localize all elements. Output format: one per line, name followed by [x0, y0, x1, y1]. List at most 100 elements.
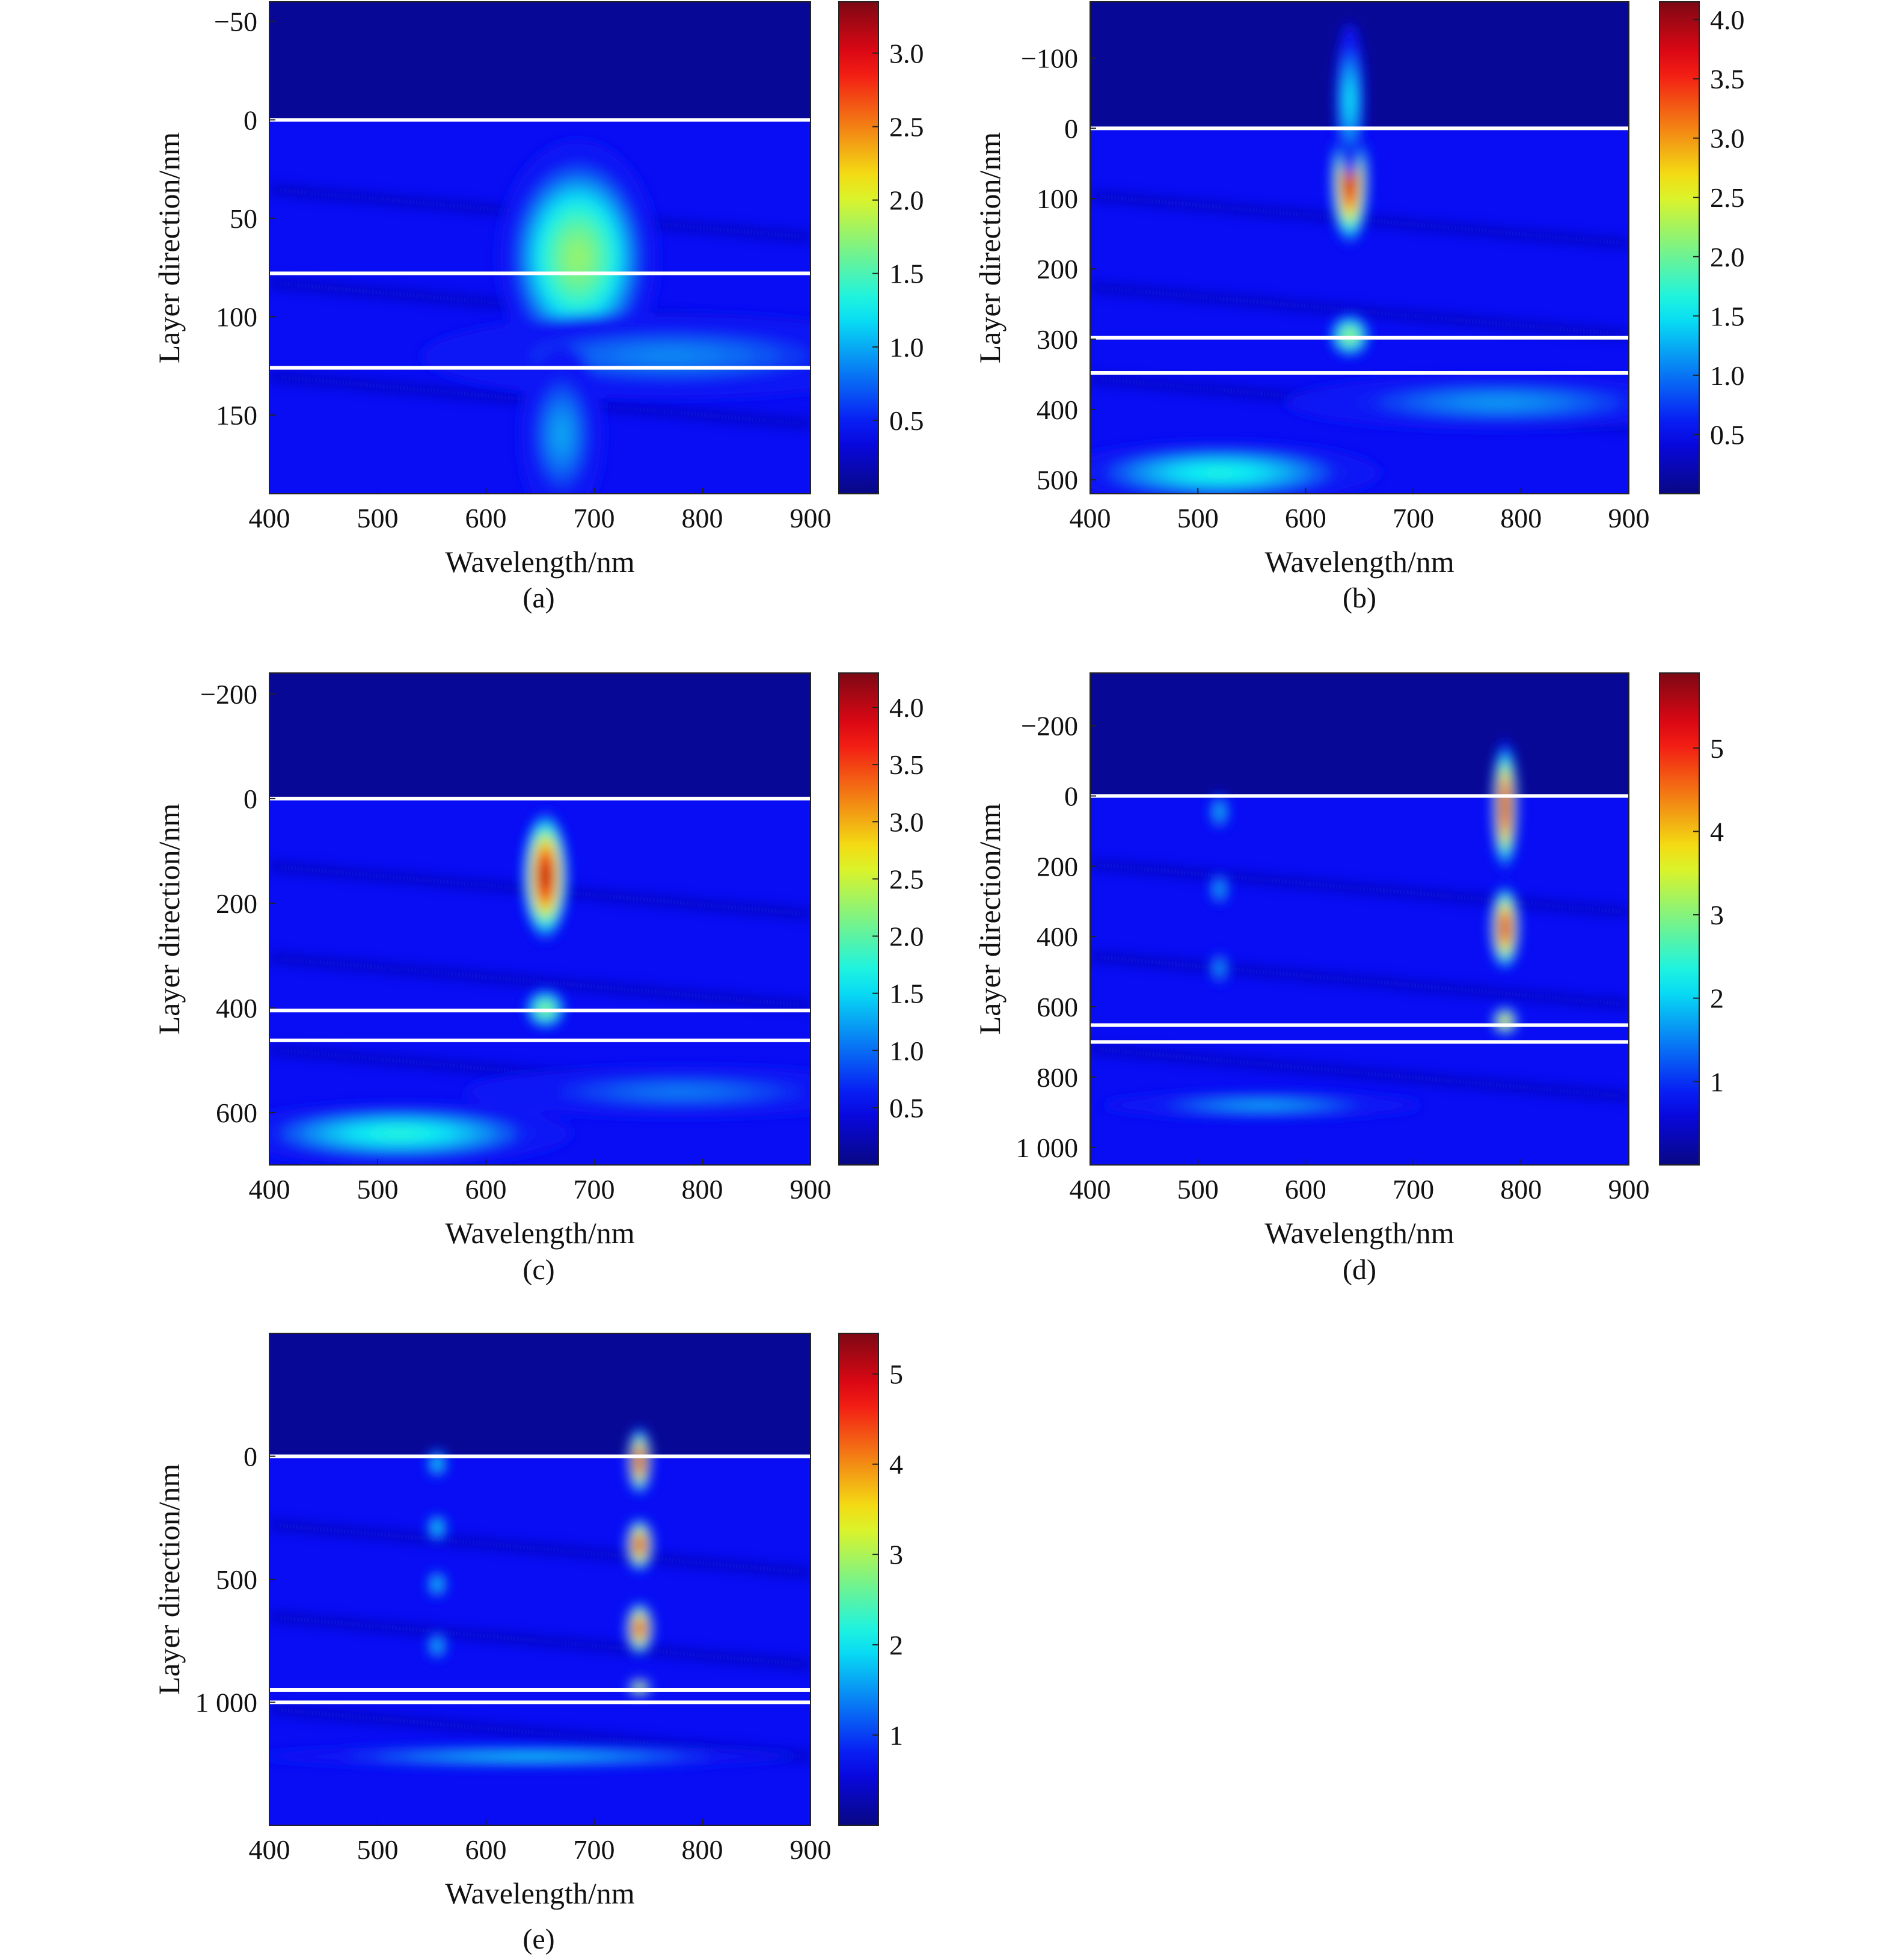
panel-caption: (b): [1343, 582, 1376, 614]
colorbar: [838, 1333, 879, 1826]
x-tick-label: 800: [682, 1174, 723, 1205]
colorbar-tick-label: 0.5: [889, 1093, 924, 1123]
colorbar-tick-label: 2.0: [1710, 242, 1745, 272]
y-axis-label: Layer direction/nm: [152, 803, 186, 1035]
band-group: [1090, 859, 1629, 1101]
y-tick-label: 0: [244, 784, 257, 814]
x-tick-label: 500: [357, 1834, 399, 1865]
colorbar-tick-label: 4: [1710, 816, 1724, 847]
dark-band: [1090, 952, 1629, 1009]
x-tick-label: 500: [1177, 503, 1219, 533]
dark-band: [269, 1520, 811, 1577]
x-tick-label: 900: [790, 1174, 832, 1205]
panel-caption: (d): [1343, 1254, 1376, 1286]
colorbar: [838, 1, 879, 494]
dark-band: [269, 1612, 811, 1670]
field-hotspot: [638, 1457, 641, 1466]
x-tick-label: 600: [465, 1174, 507, 1205]
x-tick-label: 900: [790, 1834, 832, 1865]
plot-frame: [269, 1, 811, 494]
x-tick-label: 400: [249, 1174, 290, 1205]
x-tick-label: 700: [1393, 1174, 1434, 1205]
x-axis-label: Wavelength/nm: [445, 1876, 634, 1910]
x-tick-label: 600: [1285, 1174, 1326, 1205]
y-tick-label: 500: [1037, 465, 1078, 496]
y-tick-label: −200: [1021, 711, 1078, 742]
field-hotspot: [638, 1686, 641, 1689]
field-hotspot: [1218, 966, 1221, 971]
dark-band: [1090, 283, 1629, 340]
y-axis-label: Layer direction/nm: [152, 132, 186, 364]
field-hotspot: [499, 1755, 559, 1758]
x-tick-label: 800: [1500, 1174, 1542, 1205]
colorbar-tick-label: 3: [889, 1540, 903, 1570]
colorbar-tick-label: 1: [889, 1720, 903, 1751]
y-tick-label: 0: [1064, 781, 1078, 812]
plot-frame: [269, 672, 811, 1166]
colorbar-tick-label: 1: [1710, 1066, 1724, 1097]
field-hotspot: [1503, 1019, 1507, 1023]
y-tick-label: 150: [216, 400, 257, 431]
x-axis-label: Wavelength/nm: [445, 1216, 634, 1250]
x-tick-label: 600: [1285, 503, 1326, 533]
x-tick-label: 500: [357, 503, 399, 533]
field-hotspot: [638, 1541, 642, 1548]
field-hotspot: [1348, 91, 1352, 109]
colorbar-tick-label: 4.0: [889, 692, 924, 723]
y-tick-label: −200: [200, 679, 257, 710]
plot-area: [1090, 2, 1629, 494]
y-tick-label: 0: [1064, 113, 1078, 144]
x-axis-label: Wavelength/nm: [445, 545, 634, 579]
colorbar-tick-label: 2.0: [889, 185, 924, 216]
chart-panel: 400 500 600 700 800 900 −200 0 200 400 600 800 1 000…: [973, 672, 1724, 1286]
field-hotspot: [1347, 173, 1352, 189]
colorbar: [838, 672, 879, 1166]
colorbar-tick-label: 3: [1710, 900, 1724, 930]
colorbar-tick-label: 2.5: [1710, 182, 1745, 213]
y-tick-label: 1 000: [1016, 1132, 1079, 1163]
plot-area: [269, 673, 811, 1165]
field-hotspot: [1201, 469, 1237, 476]
x-tick-label: 900: [1608, 503, 1650, 533]
plot-frame: [1090, 672, 1629, 1166]
hotspot-group: [269, 1427, 800, 1768]
y-tick-label: 600: [216, 1098, 257, 1128]
y-tick-label: 400: [216, 993, 257, 1024]
x-tick-label: 700: [574, 1174, 615, 1205]
x-tick-label: 800: [682, 1834, 723, 1865]
field-hotspot: [638, 1625, 642, 1632]
field-hotspot: [1476, 399, 1524, 406]
y-tick-label: 300: [1037, 324, 1078, 355]
y-tick-label: 1 000: [195, 1688, 258, 1718]
y-tick-label: 200: [1037, 254, 1078, 284]
colorbar-tick-label: 5: [1710, 733, 1724, 764]
field-hotspot: [1218, 887, 1221, 891]
colorbar-tick-label: 4: [889, 1449, 903, 1480]
field-hotspot: [436, 1582, 438, 1586]
colorbar-tick-label: 1.5: [1710, 301, 1745, 331]
colorbar-tick-label: 2: [1710, 983, 1724, 1014]
y-tick-label: 100: [216, 302, 257, 333]
colorbar-tick-label: 1.0: [889, 332, 924, 363]
colorbar-tick-label: 1.5: [889, 259, 924, 289]
hotspot-group: [1090, 23, 1629, 494]
x-tick-label: 900: [1608, 1174, 1650, 1205]
colorbar-tick-label: 3.0: [889, 806, 924, 837]
y-tick-label: −50: [214, 7, 257, 37]
field-hotspot: [1503, 923, 1507, 933]
colorbar-tick-label: 1.5: [889, 978, 924, 1009]
colorbar-tick-label: 5: [889, 1359, 903, 1390]
field-hotspot: [542, 868, 548, 884]
x-tick-label: 400: [249, 503, 290, 533]
colorbar-tick-label: 4.0: [1710, 5, 1745, 35]
x-tick-label: 400: [1070, 503, 1111, 533]
field-hotspot: [1218, 809, 1221, 814]
x-tick-label: 800: [1500, 503, 1542, 533]
x-axis-label: Wavelength/nm: [1264, 545, 1454, 579]
x-tick-label: 600: [465, 503, 507, 533]
colorbar-tick-label: 0.5: [889, 405, 924, 436]
y-tick-label: 0: [244, 105, 257, 135]
y-tick-label: 200: [1037, 851, 1078, 882]
y-tick-label: −100: [1021, 43, 1078, 73]
plot-area: [269, 1333, 811, 1825]
